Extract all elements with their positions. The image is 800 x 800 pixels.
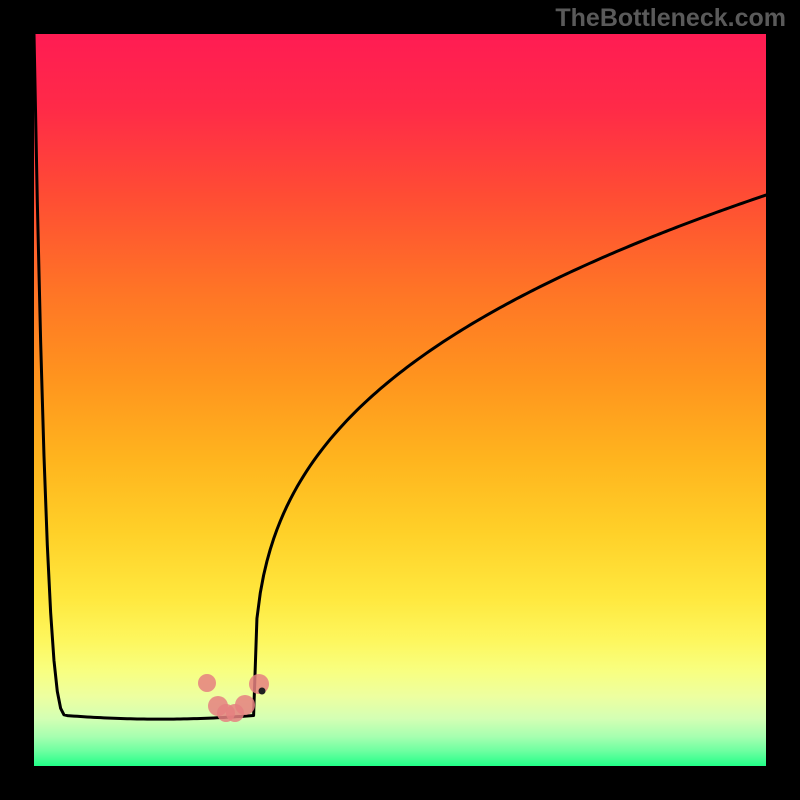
valley-marker bbox=[235, 695, 255, 715]
valley-marker bbox=[198, 674, 216, 692]
chart-stage: TheBottleneck.com bbox=[0, 0, 800, 800]
valley-marker-cluster bbox=[34, 34, 766, 766]
plot-area bbox=[34, 34, 766, 766]
valley-marker-small bbox=[259, 687, 266, 694]
watermark-text: TheBottleneck.com bbox=[555, 4, 786, 33]
